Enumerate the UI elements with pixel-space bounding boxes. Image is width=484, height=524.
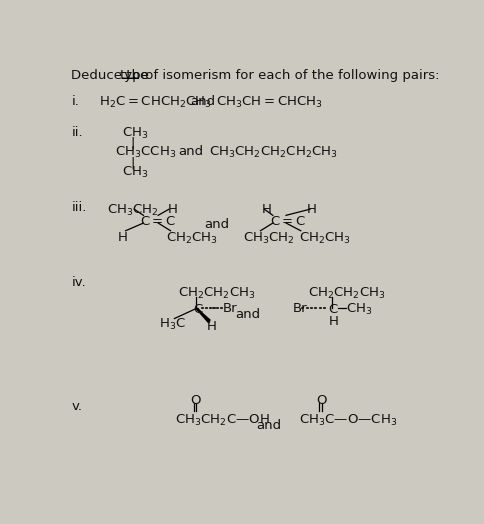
Text: O: O <box>316 394 327 407</box>
Text: CH$_2$CH$_3$: CH$_2$CH$_3$ <box>166 231 218 246</box>
Text: and: and <box>178 145 203 158</box>
Polygon shape <box>197 309 210 322</box>
Text: CH$_3$: CH$_3$ <box>346 302 372 318</box>
Text: O: O <box>191 394 201 407</box>
Text: type: type <box>120 69 149 82</box>
Text: i.: i. <box>71 95 79 108</box>
Text: iv.: iv. <box>71 276 86 289</box>
Text: CH$_3$CH$=$CHCH$_3$: CH$_3$CH$=$CHCH$_3$ <box>215 95 322 111</box>
Text: and: and <box>235 308 260 321</box>
Text: H$_2$C$=$CHCH$_2$CH$_3$: H$_2$C$=$CHCH$_2$CH$_3$ <box>99 95 212 111</box>
Text: C$=$C: C$=$C <box>140 215 176 228</box>
Text: C: C <box>329 303 338 316</box>
Text: CH$_3$CH$_2$: CH$_3$CH$_2$ <box>107 203 159 218</box>
Text: CH$_3$CCH$_3$: CH$_3$CCH$_3$ <box>115 145 176 160</box>
Text: iii.: iii. <box>71 202 87 214</box>
Text: ii.: ii. <box>71 126 83 139</box>
Text: H: H <box>329 315 338 329</box>
Text: CH$_3$C—O—CH$_3$: CH$_3$C—O—CH$_3$ <box>299 412 397 428</box>
Text: H: H <box>262 203 272 216</box>
Text: C$=$C: C$=$C <box>270 215 306 228</box>
Text: Br: Br <box>293 302 308 315</box>
Text: H: H <box>307 203 317 216</box>
Text: H: H <box>207 320 217 333</box>
Text: |: | <box>130 137 135 150</box>
Text: H: H <box>167 203 177 216</box>
Text: C: C <box>193 303 202 316</box>
Text: |: | <box>130 156 135 169</box>
Text: H: H <box>118 231 128 244</box>
Text: and: and <box>191 95 216 108</box>
Text: CH$_2$CH$_2$CH$_3$: CH$_2$CH$_2$CH$_3$ <box>308 286 386 301</box>
Text: of isomerism for each of the following pairs:: of isomerism for each of the following p… <box>141 69 439 82</box>
Text: CH$_3$CH$_2$CH$_2$CH$_2$CH$_3$: CH$_3$CH$_2$CH$_2$CH$_2$CH$_3$ <box>209 145 338 160</box>
Text: Br: Br <box>223 302 237 315</box>
Text: CH$_2$CH$_3$: CH$_2$CH$_3$ <box>299 231 351 246</box>
Text: CH$_3$: CH$_3$ <box>122 165 149 180</box>
Text: CH$_2$CH$_2$CH$_3$: CH$_2$CH$_2$CH$_3$ <box>178 286 256 301</box>
Text: CH$_3$CH$_2$C—OH: CH$_3$CH$_2$C—OH <box>175 412 270 428</box>
Text: and: and <box>256 419 281 432</box>
Text: v.: v. <box>71 400 82 413</box>
Text: and: and <box>204 219 229 232</box>
Text: CH$_3$CH$_2$: CH$_3$CH$_2$ <box>243 231 295 246</box>
Text: CH$_3$: CH$_3$ <box>122 126 149 141</box>
Text: Deduce the: Deduce the <box>71 69 153 82</box>
Text: H$_3$C: H$_3$C <box>159 317 186 332</box>
